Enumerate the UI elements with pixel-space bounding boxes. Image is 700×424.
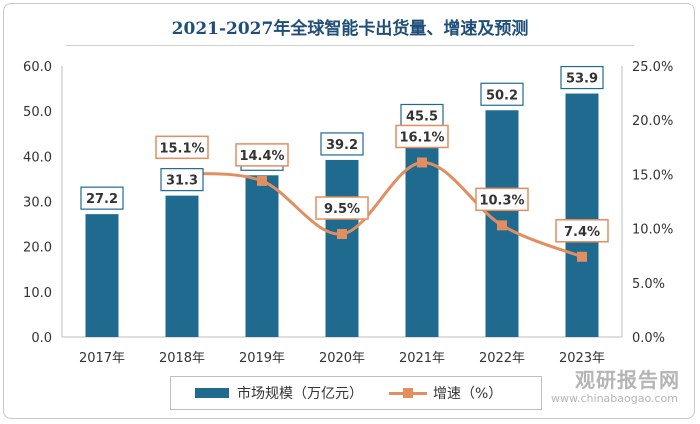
x-tick-label: 2023年	[559, 351, 605, 366]
bar	[165, 195, 199, 337]
line-marker	[497, 220, 507, 231]
y-right-tick-label: 0.0%	[632, 331, 665, 346]
bar-value-label: 31.3	[166, 174, 198, 189]
chart-title: 2021-2027年全球智能卡出货量、增速及预测	[171, 19, 529, 39]
line-marker	[337, 229, 347, 240]
y-left-tick-label: 0.0	[31, 331, 52, 346]
watermark-url: www.chinabaogao.com	[551, 392, 678, 405]
bar-value-label: 53.9	[566, 72, 598, 87]
line-label-box	[315, 196, 369, 220]
legend-label-line: 增速（%）	[433, 386, 503, 402]
line-value-label: 15.1%	[159, 141, 204, 156]
line-label-box	[555, 219, 609, 243]
y-left-tick-label: 60.0	[23, 60, 52, 75]
line-marker	[257, 175, 267, 186]
legend-label-bars: 市场规模（万亿元）	[237, 386, 363, 402]
x-tick-label: 2018年	[159, 351, 205, 366]
x-tick-label: 2021年	[399, 351, 445, 366]
legend-line-swatch	[389, 388, 427, 398]
y-right-tick-label: 10.0%	[632, 223, 673, 238]
y-right-tick-label: 20.0%	[632, 114, 673, 129]
y-left-tick-label: 50.0	[23, 105, 52, 120]
legend-item-line: 增速（%）	[363, 383, 502, 403]
y-left-tick-label: 30.0	[23, 196, 52, 211]
bar	[245, 175, 279, 337]
line-label-box	[155, 135, 209, 160]
y-right-tick-label: 25.0%	[632, 60, 673, 75]
y-left-tick-label: 40.0	[23, 150, 52, 165]
bar-value-label: 39.2	[326, 138, 358, 153]
x-tick-label: 2020年	[319, 351, 365, 366]
legend-bar-swatch	[195, 388, 229, 398]
bar-value-label: 45.5	[406, 109, 438, 124]
line-label-box	[235, 143, 289, 167]
bar	[565, 93, 599, 337]
y-left-tick-label: 20.0	[23, 241, 52, 256]
y-right-tick-label: 15.0%	[632, 168, 673, 183]
x-tick-label: 2017年	[79, 351, 125, 366]
bar-label-box	[160, 168, 204, 192]
bar-value-label: 50.2	[486, 88, 518, 103]
line-value-label: 14.4%	[239, 149, 284, 164]
line-value-label: 16.1%	[399, 130, 444, 145]
line-marker	[577, 251, 587, 262]
title-divider	[66, 45, 634, 46]
bar-label-box	[480, 82, 524, 106]
line-value-label: 7.4%	[564, 225, 600, 240]
bar-label-box	[320, 132, 364, 156]
bar-label-box	[80, 186, 124, 210]
line-value-label: 10.3%	[479, 193, 524, 208]
x-tick-label: 2022年	[479, 351, 525, 366]
line-value-label: 9.5%	[324, 202, 360, 217]
y-left-tick-label: 10.0	[23, 286, 52, 301]
y-right-tick-label: 5.0%	[632, 277, 665, 292]
x-tick-label: 2019年	[239, 351, 285, 366]
bar-value-label: 27.2	[86, 192, 118, 207]
line-label-box	[395, 124, 449, 149]
line-label-box	[475, 187, 529, 212]
line-marker	[417, 157, 427, 168]
legend-item-bars: 市场规模（万亿元）	[171, 383, 363, 403]
bar-label-box	[560, 65, 604, 90]
bar	[85, 214, 119, 337]
bar	[325, 159, 359, 337]
watermark-logo: 观研报告网	[575, 368, 680, 392]
legend: 市场规模（万亿元） 增速（%）	[170, 376, 542, 410]
